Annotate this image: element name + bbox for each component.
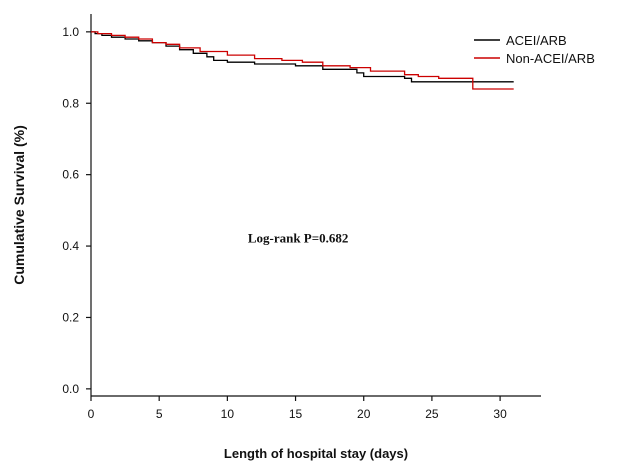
x-tick-label: 5 <box>156 407 163 421</box>
legend-label-acei-arb: ACEI/ARB <box>506 33 567 48</box>
y-tick-label: 1.0 <box>62 25 79 39</box>
series-line-non-acei-arb <box>91 31 514 90</box>
y-axis-title: Cumulative Survival (%) <box>11 125 27 285</box>
x-tick-label: 30 <box>493 407 507 421</box>
series-layer <box>91 31 514 90</box>
x-tick-label: 25 <box>425 407 439 421</box>
y-tick-label: 0.0 <box>62 382 79 396</box>
axes: 0 5 10 15 20 25 30 0.0 0.2 0.4 0.6 0.8 1.0 <box>62 14 541 421</box>
legend-label-non-acei-arb: Non-ACEI/ARB <box>506 51 595 66</box>
x-axis-title: Length of hospital stay (days) <box>224 446 408 461</box>
logrank-annotation: Log-rank P=0.682 <box>248 230 349 245</box>
series-line-acei-arb <box>91 31 514 83</box>
y-tick-label: 0.8 <box>62 96 79 110</box>
y-ticks: 0.0 0.2 0.4 0.6 0.8 1.0 <box>62 25 91 396</box>
x-tick-label: 0 <box>88 407 95 421</box>
x-tick-label: 20 <box>357 407 371 421</box>
x-ticks: 0 5 10 15 20 25 30 <box>88 396 507 421</box>
legend: ACEI/ARB Non-ACEI/ARB <box>474 33 595 66</box>
y-tick-label: 0.6 <box>62 168 79 182</box>
x-tick-label: 15 <box>289 407 303 421</box>
y-tick-label: 0.4 <box>62 239 79 253</box>
x-tick-label: 10 <box>221 407 235 421</box>
y-tick-label: 0.2 <box>62 310 79 324</box>
